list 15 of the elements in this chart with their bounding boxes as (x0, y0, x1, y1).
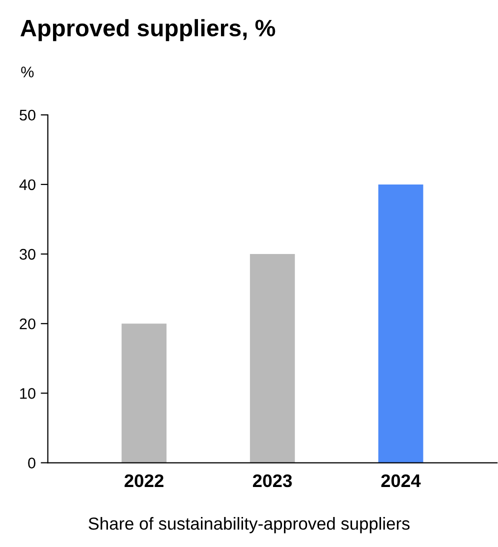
y-tick-label: 50 (20, 110, 36, 121)
bar (378, 184, 424, 463)
y-tick-label: 20 (20, 318, 36, 330)
bar (250, 254, 295, 463)
x-axis-title: Share of sustainability-approved suppliers (88, 517, 410, 534)
y-tick-label: 30 (20, 248, 36, 260)
x-tick-label: 2024 (381, 474, 421, 488)
bar (122, 324, 167, 463)
y-tick-label: 0 (28, 458, 36, 468)
y-tick-label: 10 (20, 388, 36, 399)
y-axis-title: % (21, 66, 34, 78)
x-tick-label: 2023 (252, 474, 292, 488)
chart-title: Approved suppliers, % (20, 19, 276, 42)
x-tick-label: 2022 (124, 474, 164, 488)
y-tick-label: 40 (19, 179, 36, 190)
